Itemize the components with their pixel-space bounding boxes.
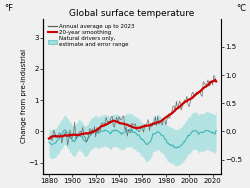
Legend: Annual average up to 2023, 20-year smoothing, Natural drivers only,
estimate and: Annual average up to 2023, 20-year smoot… (48, 23, 135, 48)
Title: Global surface temperature: Global surface temperature (69, 9, 195, 18)
Text: °C: °C (236, 4, 246, 13)
Y-axis label: Change from pre-industrial: Change from pre-industrial (21, 49, 27, 143)
Text: °F: °F (4, 4, 13, 13)
